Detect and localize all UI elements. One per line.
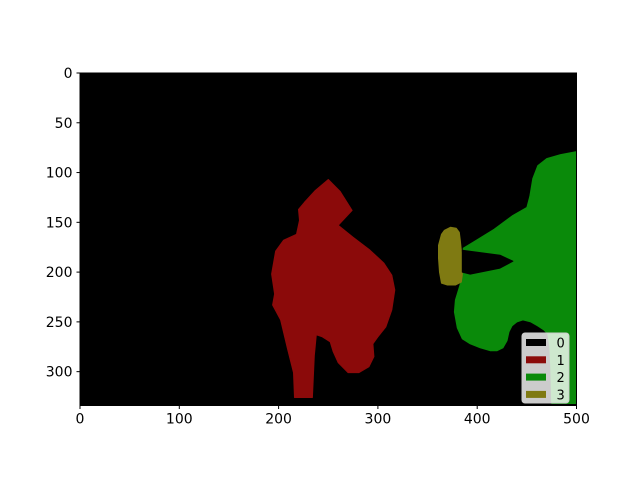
axes-spines: [79, 72, 577, 406]
y-tick-label: 50: [55, 116, 73, 132]
y-tick-label: 100: [46, 166, 73, 182]
legend-swatch-2: [526, 373, 546, 381]
y-tick-label: 250: [46, 315, 73, 331]
segment-region-class-3: [438, 226, 463, 286]
legend-swatch-0: [526, 339, 546, 346]
x-tick-label: 400: [464, 412, 491, 428]
x-tick-label: 300: [365, 412, 392, 428]
segment-region-class-0: [461, 249, 514, 275]
legend-label-2: 2: [557, 371, 565, 386]
y-tick-label: 150: [46, 215, 73, 231]
legend-swatch-3: [526, 390, 546, 398]
y-tick-label: 0: [64, 66, 73, 82]
y-tick-label: 300: [46, 365, 73, 381]
legend-label-1: 1: [557, 354, 565, 369]
legend-label-3: 3: [557, 388, 565, 403]
segment-region-class-2: [453, 151, 577, 404]
x-tick-label: 200: [265, 412, 292, 428]
x-tick-label: 100: [166, 412, 193, 428]
legend-box: [521, 332, 570, 404]
y-tick-label: 200: [46, 265, 73, 281]
legend-swatch-1: [526, 356, 546, 364]
x-tick-label: 500: [563, 412, 590, 428]
segment-region-class-1: [271, 179, 396, 398]
legend-label-0: 0: [557, 337, 565, 352]
x-tick-label: 0: [76, 412, 85, 428]
